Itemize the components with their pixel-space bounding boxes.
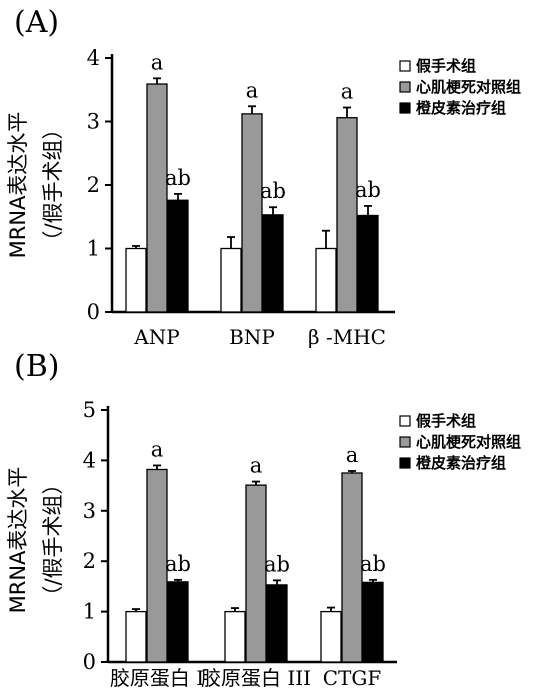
legend-swatch <box>399 415 411 427</box>
y-axis-label: （/假手术组） <box>41 118 65 251</box>
legend-label: 心肌梗死对照组 <box>416 78 521 96</box>
significance-label: a <box>346 443 359 467</box>
significance-label: a <box>250 454 263 478</box>
y-tick-label: 5 <box>83 398 96 422</box>
legend-label: 心肌梗死对照组 <box>416 433 521 451</box>
x-tick-label: 胶原蛋白 I <box>110 666 204 690</box>
significance-label: ab <box>260 179 286 203</box>
y-tick-label: 4 <box>83 448 96 472</box>
panel-label: (B) <box>14 349 59 384</box>
x-tick-label: ANP <box>133 325 179 349</box>
y-axis-label: （/假手术组） <box>41 473 65 606</box>
legend-swatch <box>399 436 411 448</box>
y-tick-label: 1 <box>87 237 100 261</box>
bar <box>266 584 288 663</box>
significance-label: a <box>341 80 354 104</box>
significance-label: ab <box>165 166 191 190</box>
legend-swatch <box>399 60 411 72</box>
y-tick-label: 0 <box>83 650 96 674</box>
legend-label: 假手术组 <box>416 57 476 75</box>
significance-label: a <box>151 437 164 461</box>
bar <box>220 247 242 313</box>
y-tick-label: 2 <box>87 173 100 197</box>
chart-panel-b: (B) 0 1 2 3 4 5 MRNA表达水平 （/假手术组） a ab 胶原蛋白 I a ab 胶原蛋白… <box>6 349 521 690</box>
bar <box>146 468 168 663</box>
y-tick-label: 3 <box>83 499 96 523</box>
legend-label: 假手术组 <box>416 412 476 430</box>
legend-swatch <box>399 81 411 93</box>
bar <box>336 117 358 313</box>
bar <box>167 581 189 663</box>
x-tick-label: BNP <box>229 325 275 349</box>
significance-label: a <box>151 50 164 74</box>
x-tick-label: β -MHC <box>308 325 386 349</box>
y-tick-label: 0 <box>87 300 100 324</box>
bar <box>320 610 342 663</box>
y-tick-label: 1 <box>83 600 96 624</box>
y-tick-label: 2 <box>83 549 96 573</box>
y-axis-label: MRNA表达水平 <box>6 112 30 259</box>
legend-label: 橙皮素治疗组 <box>416 99 506 117</box>
chart-panel-a: (A) 0 1 2 3 4 MRNA表达水平 （/假手术组） a ab ANP a ab BNP a ab β … <box>6 5 521 349</box>
significance-label: ab <box>165 552 191 576</box>
bar <box>125 610 147 663</box>
bar <box>315 247 337 313</box>
significance-label: ab <box>360 552 386 576</box>
x-tick-label: 胶原蛋白 III <box>201 666 311 690</box>
bar <box>167 199 189 313</box>
x-tick-label: CTGF <box>323 666 382 690</box>
legend-label: 橙皮素治疗组 <box>416 454 506 472</box>
bar <box>341 472 363 663</box>
y-tick-label: 3 <box>87 110 100 134</box>
significance-label: ab <box>264 552 290 576</box>
bar <box>357 214 379 313</box>
significance-label: ab <box>355 178 381 202</box>
y-axis-label: MRNA表达水平 <box>6 467 30 614</box>
bar <box>262 214 284 313</box>
panel-label: (A) <box>14 5 59 40</box>
bar <box>146 83 168 313</box>
bar <box>245 484 267 663</box>
legend-swatch <box>399 102 411 114</box>
bar <box>241 113 263 313</box>
significance-label: a <box>246 78 259 102</box>
bar <box>125 247 147 313</box>
bar <box>362 581 384 663</box>
bar <box>224 610 246 663</box>
legend-swatch <box>399 457 411 469</box>
y-tick-label: 4 <box>87 46 100 70</box>
